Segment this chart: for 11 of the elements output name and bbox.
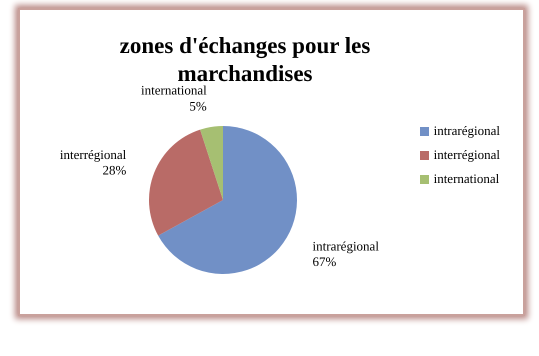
pie-slice (158, 126, 297, 274)
pie-slice (200, 126, 223, 200)
slice-label: interrégional (60, 147, 127, 162)
pie-slice (149, 130, 223, 236)
data-label: 67% (312, 254, 337, 269)
legend-label: interrégional (434, 147, 500, 163)
data-label: 5% (189, 98, 207, 114)
legend-label: intrarégional (434, 123, 500, 139)
data-label: 28% (102, 162, 126, 178)
legend-label: international (434, 171, 500, 187)
slice-label: intrarégional (312, 238, 380, 254)
